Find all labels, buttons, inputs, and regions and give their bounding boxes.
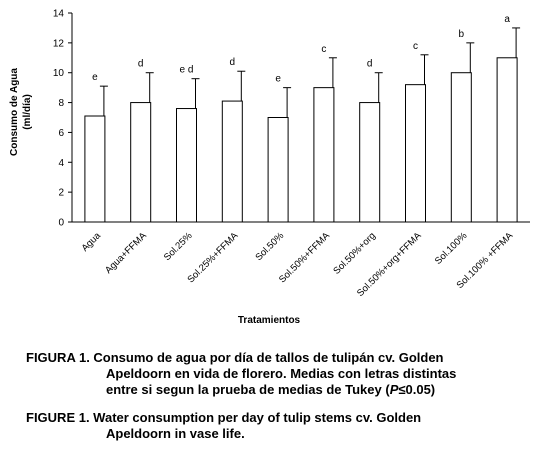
bar bbox=[359, 102, 381, 223]
caption-spanish-line3-pre: entre si segun la prueba de medias de Tu… bbox=[106, 382, 390, 397]
significance-letter: c bbox=[413, 41, 418, 52]
caption-spanish: FIGURA 1. Consumo de agua por día de tal… bbox=[26, 350, 526, 398]
bars: e d e d d e c d c b a bbox=[84, 14, 521, 223]
significance-letter: e bbox=[92, 72, 98, 83]
caption-english-line1: FIGURE 1. Water consumption per day of t… bbox=[26, 410, 422, 425]
bar bbox=[267, 117, 289, 223]
caption-spanish-line3: entre si segun la prueba de medias de Tu… bbox=[26, 382, 526, 398]
caption-spanish-p-symbol: P bbox=[389, 382, 399, 397]
y-tick-label: 0 bbox=[58, 218, 64, 229]
bar bbox=[221, 100, 243, 223]
bar bbox=[176, 108, 197, 223]
caption-english-line2: Apeldoorn in vase life. bbox=[106, 426, 245, 441]
significance-letter: d bbox=[367, 59, 373, 70]
y-tick-label: 12 bbox=[53, 38, 65, 49]
significance-letter: e d bbox=[180, 65, 194, 76]
y-tick-label: 4 bbox=[58, 158, 64, 169]
y-tick-label: 10 bbox=[53, 68, 65, 79]
significance-letter: d bbox=[138, 59, 144, 70]
x-tick-label: Sol.25% bbox=[162, 230, 195, 263]
caption-english: FIGURE 1. Water consumption per day of t… bbox=[26, 410, 526, 442]
bar-chart: 0 2 4 6 8 10 12 14 e d e d d e c d c b a Agua Agua+FFMA So… bbox=[9, 9, 530, 326]
bar bbox=[496, 57, 518, 223]
caption-spanish-line1: FIGURA 1. Consumo de agua por día de tal… bbox=[26, 350, 444, 365]
y-tick-label: 2 bbox=[58, 188, 64, 199]
y-tick-label: 14 bbox=[53, 9, 65, 20]
bar bbox=[130, 102, 152, 223]
significance-letter: b bbox=[459, 29, 465, 40]
bar bbox=[313, 87, 335, 223]
caption-spanish-line2: Apeldoorn en vida de florero. Medias con… bbox=[106, 366, 457, 381]
significance-letter: c bbox=[321, 44, 326, 55]
y-axis-title-line2: (ml/día) bbox=[22, 94, 33, 130]
x-tick-label: Sol.100% bbox=[433, 230, 470, 267]
y-tick-label: 6 bbox=[58, 128, 64, 139]
x-tick-label: Sol.50% bbox=[253, 230, 286, 263]
y-tick-label: 8 bbox=[58, 98, 64, 109]
bar bbox=[405, 84, 426, 223]
significance-letter: a bbox=[504, 14, 510, 25]
y-axis-title-line1: Consumo de Agua bbox=[9, 68, 20, 156]
y-axis: 0 2 4 6 8 10 12 14 bbox=[53, 9, 73, 229]
significance-letter: d bbox=[230, 57, 236, 68]
x-tick-label: Sol.50%+org bbox=[331, 230, 377, 276]
x-tick-label: Agua bbox=[80, 230, 104, 254]
x-tick-label: Agua+FFMA bbox=[103, 230, 149, 276]
bar bbox=[84, 115, 106, 223]
x-axis: Agua Agua+FFMA Sol.25%Sol.25%+FFMA Sol.50%S… bbox=[72, 221, 530, 299]
significance-letter: e bbox=[275, 74, 281, 85]
bar bbox=[450, 72, 472, 223]
caption-spanish-line3-post: ≤0.05) bbox=[398, 382, 436, 397]
x-axis-title: Tratamientos bbox=[238, 315, 301, 326]
